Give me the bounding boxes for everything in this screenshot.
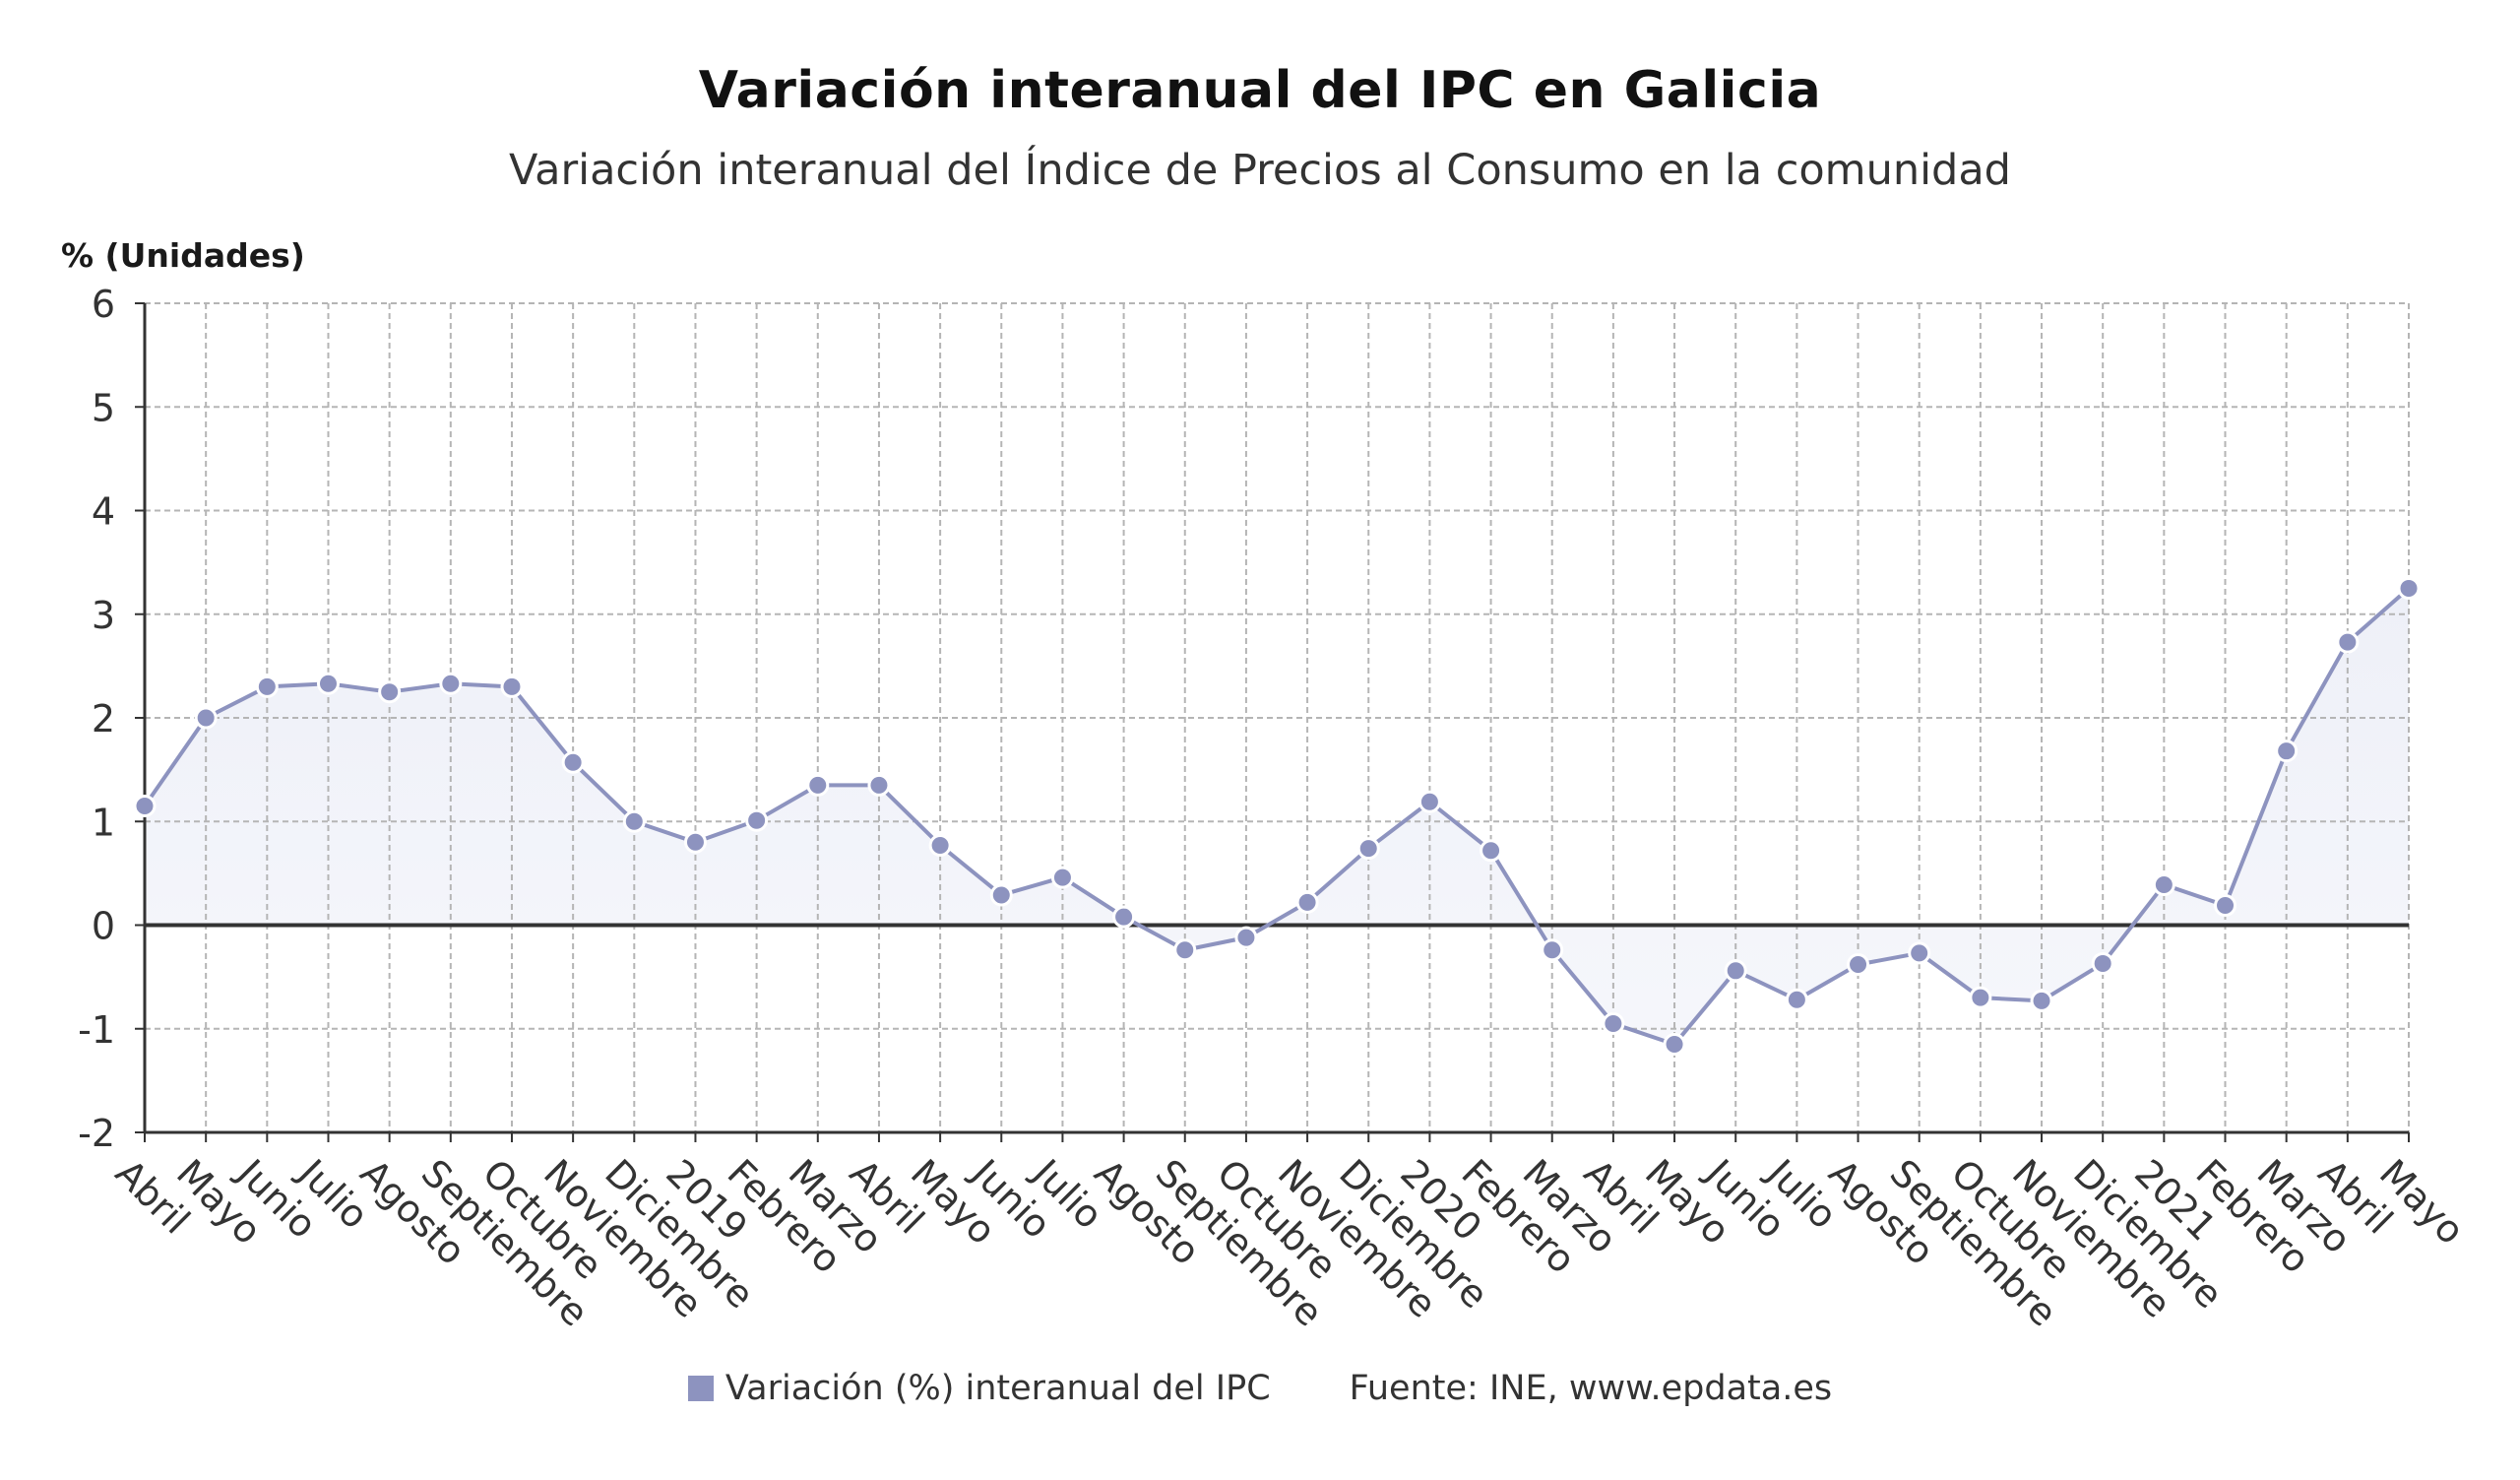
data-point (1295, 890, 1319, 914)
data-point (1663, 1033, 1686, 1057)
data-point (255, 675, 279, 698)
data-point (2275, 740, 2299, 763)
source-label: Fuente: INE, www.epdata.es (1349, 1369, 1833, 1408)
data-point (1112, 905, 1136, 929)
data-point (378, 680, 402, 704)
data-point (133, 794, 157, 817)
data-point (1724, 959, 1747, 983)
data-point (2152, 872, 2175, 896)
legend-series-label: Variación (%) interanual del IPC (724, 1369, 1271, 1408)
y-tick-label: 0 (92, 905, 115, 948)
data-point (622, 809, 646, 833)
data-point (1050, 866, 1074, 889)
data-point (561, 750, 585, 774)
data-point (2214, 894, 2237, 918)
data-point (683, 830, 707, 854)
data-point (500, 675, 524, 698)
data-point (1908, 941, 1931, 965)
y-tick-label: 4 (92, 490, 115, 534)
data-point (1602, 1011, 1625, 1035)
series-area-fill (145, 588, 2409, 1045)
data-point (2397, 576, 2421, 600)
y-tick-label: 6 (92, 283, 115, 326)
y-tick-label: 2 (92, 697, 115, 740)
data-point (439, 672, 463, 695)
data-point (1785, 988, 1808, 1011)
y-tick-label: 5 (92, 386, 115, 429)
data-point (806, 773, 830, 797)
y-tick-label: 3 (92, 594, 115, 637)
y-tick-label: 1 (92, 801, 115, 844)
chart-legend: Variación (%) interanual del IPC Fuente: … (0, 1369, 2520, 1408)
data-point (1480, 839, 1503, 863)
data-point (1541, 938, 1564, 962)
y-tick-label: -1 (78, 1008, 115, 1052)
data-point (1418, 790, 1441, 813)
data-point (1356, 837, 1380, 861)
data-point (745, 808, 769, 832)
data-point (316, 672, 340, 695)
data-point (2336, 630, 2360, 654)
chart-subtitle: Variación interanual del Índice de Preci… (509, 146, 2011, 195)
data-point (928, 833, 952, 857)
y-tick-label: -2 (78, 1112, 115, 1155)
data-point (867, 773, 891, 797)
y-axis-unit-label: % (Unidades) (61, 236, 305, 275)
data-point (1847, 952, 1870, 976)
data-point (1969, 986, 1992, 1009)
data-point (194, 706, 218, 730)
data-point (1234, 926, 1258, 949)
data-point (1173, 938, 1197, 962)
data-point (2030, 989, 2053, 1012)
chart-title: Variación interanual del IPC en Galicia (698, 61, 1822, 120)
data-point (2091, 951, 2114, 975)
legend-swatch (687, 1376, 714, 1401)
data-point (989, 883, 1013, 907)
